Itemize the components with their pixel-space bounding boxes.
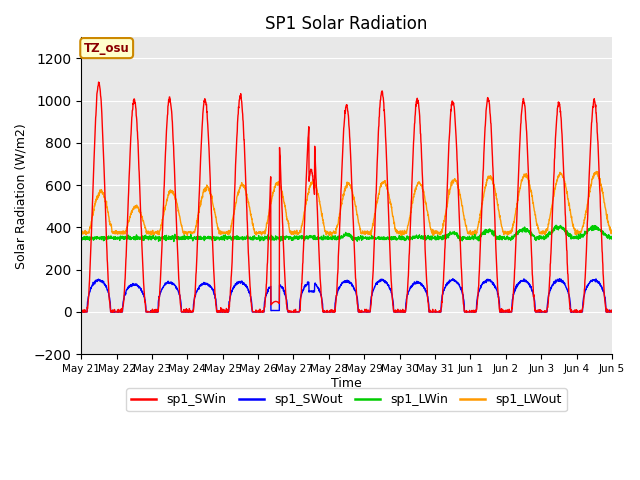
sp1_SWin (576, 308, 584, 313)
sp1_SWin (561, 211, 569, 216)
sp1_SWout (608, 309, 616, 315)
sp1_LWin (577, 235, 584, 241)
sp1_LWin (608, 236, 616, 242)
sp1_LWin (170, 239, 178, 244)
Title: SP1 Solar Radiation: SP1 Solar Radiation (266, 15, 428, 33)
sp1_LWout (374, 199, 381, 205)
sp1_LWin (225, 236, 233, 241)
sp1_SWout (500, 309, 508, 315)
sp1_LWout (576, 230, 584, 236)
Line: sp1_LWout: sp1_LWout (81, 171, 612, 237)
sp1_SWout (576, 309, 584, 315)
sp1_SWin (225, 304, 233, 310)
sp1_SWout (77, 309, 85, 315)
X-axis label: Time: Time (331, 377, 362, 390)
sp1_SWin (608, 309, 616, 315)
sp1_LWin (501, 236, 509, 242)
Line: sp1_LWin: sp1_LWin (81, 225, 612, 241)
sp1_LWout (77, 229, 85, 235)
sp1_LWin (77, 234, 85, 240)
sp1_SWin (362, 309, 370, 315)
sp1_SWout (362, 309, 369, 315)
sp1_SWin (77, 309, 85, 315)
sp1_SWin (374, 156, 381, 162)
sp1_SWin (501, 309, 509, 315)
Line: sp1_SWout: sp1_SWout (81, 279, 612, 312)
Text: TZ_osu: TZ_osu (84, 42, 129, 55)
Legend: sp1_SWin, sp1_SWout, sp1_LWin, sp1_LWout: sp1_SWin, sp1_SWout, sp1_LWin, sp1_LWout (127, 388, 566, 411)
Y-axis label: Solar Radiation (W/m2): Solar Radiation (W/m2) (15, 123, 28, 269)
sp1_LWout (608, 228, 616, 234)
sp1_LWin (362, 234, 370, 240)
sp1_SWout (225, 299, 233, 305)
sp1_LWout (593, 168, 600, 174)
sp1_LWin (562, 228, 570, 234)
sp1_LWout (362, 229, 370, 235)
sp1_SWout (561, 283, 569, 288)
sp1_SWin (95, 79, 102, 85)
sp1_LWin (374, 235, 381, 241)
sp1_SWout (373, 281, 381, 287)
sp1_LWout (328, 234, 335, 240)
sp1_LWout (225, 230, 233, 236)
sp1_LWout (501, 229, 509, 235)
sp1_LWin (552, 222, 560, 228)
sp1_LWout (561, 182, 569, 188)
Line: sp1_SWin: sp1_SWin (81, 82, 612, 312)
sp1_SWout (556, 276, 563, 282)
